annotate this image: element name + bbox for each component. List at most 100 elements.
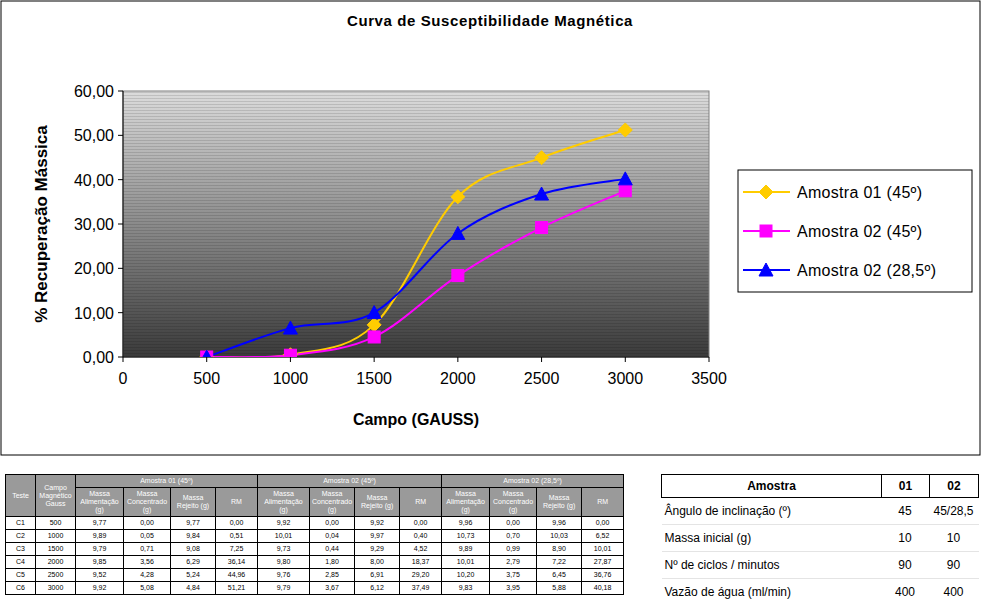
x-tick-label: 2000 — [440, 370, 476, 387]
table-cell: 9,77 — [171, 517, 216, 530]
table-body: TesteCampo Magnético GaussAmostra 01 (45… — [6, 475, 624, 595]
table-cell: 44,96 — [216, 569, 258, 582]
table-cell: 9,77 — [76, 517, 124, 530]
point — [535, 151, 549, 165]
legend-label: Amostra 02 (28,5º) — [797, 262, 936, 279]
table-cell: 7,22 — [537, 556, 582, 569]
table-cell: 29,20 — [400, 569, 442, 582]
table-cell: 5,88 — [537, 582, 582, 595]
point — [451, 190, 465, 204]
point — [618, 123, 632, 137]
x-tick-label: 1000 — [273, 370, 309, 387]
series-line — [207, 179, 626, 357]
table-cell: 400 — [882, 579, 930, 601]
table-cell: 3000 — [36, 582, 76, 595]
table-cell: 18,37 — [400, 556, 442, 569]
table-cell: 6,52 — [582, 530, 624, 543]
table-cell: 6,91 — [355, 569, 400, 582]
y-tick-label: 50,00 — [74, 127, 114, 144]
table-cell: 9,92 — [76, 582, 124, 595]
series-line — [207, 130, 626, 357]
legend-marker — [759, 263, 773, 276]
table-cell: 10 — [882, 525, 930, 552]
header-cell: Campo Magnético Gauss — [36, 475, 76, 517]
y-tick-label: 60,00 — [74, 83, 114, 100]
y-tick — [118, 357, 123, 358]
subheader-cell: Massa Alimentação (g) — [258, 488, 310, 517]
table-cell: 9,97 — [355, 530, 400, 543]
header-row: TesteCampo Magnético GaussAmostra 01 (45… — [6, 475, 624, 488]
table-cell: 9,79 — [76, 543, 124, 556]
table-cell: 9,79 — [258, 582, 310, 595]
table-cell: 9,96 — [442, 517, 490, 530]
table-cell: Nº de ciclos / minutos — [662, 552, 882, 579]
y-tick — [118, 91, 123, 92]
point — [536, 222, 548, 234]
table-cell: 8,90 — [537, 543, 582, 556]
y-tick — [118, 224, 123, 225]
table-cell: 6,29 — [171, 556, 216, 569]
y-tick — [118, 312, 123, 313]
group-cell: Amostra 01 (45º) — [76, 475, 258, 488]
legend: Amostra 01 (45º)Amostra 02 (45º)Amostra … — [738, 170, 972, 292]
table-row: Massa inicial (g)1010 — [662, 525, 979, 552]
x-tick — [206, 357, 207, 362]
subheader-cell: Massa Alimentação (g) — [442, 488, 490, 517]
x-axis-label: Campo (GAUSS) — [353, 411, 479, 428]
table-cell: Ângulo de inclinação (º) — [662, 498, 882, 525]
x-tick-label: 0 — [119, 370, 128, 387]
subheader-cell: Massa Concentrado (g) — [310, 488, 355, 517]
table-cell: 9,96 — [537, 517, 582, 530]
x-tick-label: 3000 — [607, 370, 643, 387]
table-cell: 8,00 — [355, 556, 400, 569]
legend-marker — [759, 185, 773, 199]
x-tick-label: 3500 — [691, 370, 727, 387]
table-cell: 9,76 — [258, 569, 310, 582]
table-cell: 90 — [930, 552, 979, 579]
table-cell: 4,52 — [400, 543, 442, 556]
table-cell: 9,92 — [258, 517, 310, 530]
table-cell: 0,99 — [490, 543, 537, 556]
point — [535, 187, 549, 200]
table-cell: 0,44 — [310, 543, 355, 556]
subheader-cell: Massa Rejeito (g) — [171, 488, 216, 517]
table-cell: 9,29 — [355, 543, 400, 556]
plot-group — [200, 123, 633, 357]
subheader-cell: Massa Alimentação (g) — [76, 488, 124, 517]
table-cell: 6,12 — [355, 582, 400, 595]
table-cell: 10,73 — [442, 530, 490, 543]
point — [452, 270, 464, 282]
table-cell: 3,95 — [490, 582, 537, 595]
table-row: C420009,853,566,2936,149,801,808,0018,37… — [6, 556, 624, 569]
header-cell: 01 — [882, 475, 930, 498]
table-cell: 0,51 — [216, 530, 258, 543]
y-axis-label: % Recuperação Mássica — [32, 125, 51, 323]
table-cell: 9,52 — [76, 569, 124, 582]
subheader-row: Massa Alimentação (g)Massa Concentrado (… — [6, 488, 624, 517]
table-cell: 90 — [882, 552, 930, 579]
group-cell: Amostra 02 (45º) — [258, 475, 442, 488]
table-cell: 2000 — [36, 556, 76, 569]
table-cell: 2,79 — [490, 556, 537, 569]
table-cell: 45 — [882, 498, 930, 525]
table-cell: 36,76 — [582, 569, 624, 582]
point — [367, 318, 381, 332]
legend-label: Amostra 02 (45º) — [797, 223, 922, 240]
y-tick-label: 30,00 — [74, 216, 114, 233]
table-row: C315009,790,719,087,259,730,449,294,529,… — [6, 543, 624, 556]
y-tick-label: 0,00 — [83, 349, 114, 366]
point — [201, 351, 213, 357]
x-tick — [709, 357, 710, 362]
x-tick-label: 500 — [193, 370, 220, 387]
point — [618, 172, 632, 185]
table-cell: 0,00 — [124, 517, 171, 530]
subheader-cell: Massa Concentrado (g) — [490, 488, 537, 517]
table-cell: 3,67 — [310, 582, 355, 595]
header-row: Amostra0102 — [662, 475, 979, 498]
table-cell: 10,01 — [582, 543, 624, 556]
table-cell: 0,00 — [490, 517, 537, 530]
subheader-cell: RM — [400, 488, 442, 517]
test-table: TesteCampo Magnético GaussAmostra 01 (45… — [5, 474, 624, 595]
table-cell: 10,20 — [442, 569, 490, 582]
table-cell: 0,04 — [310, 530, 355, 543]
